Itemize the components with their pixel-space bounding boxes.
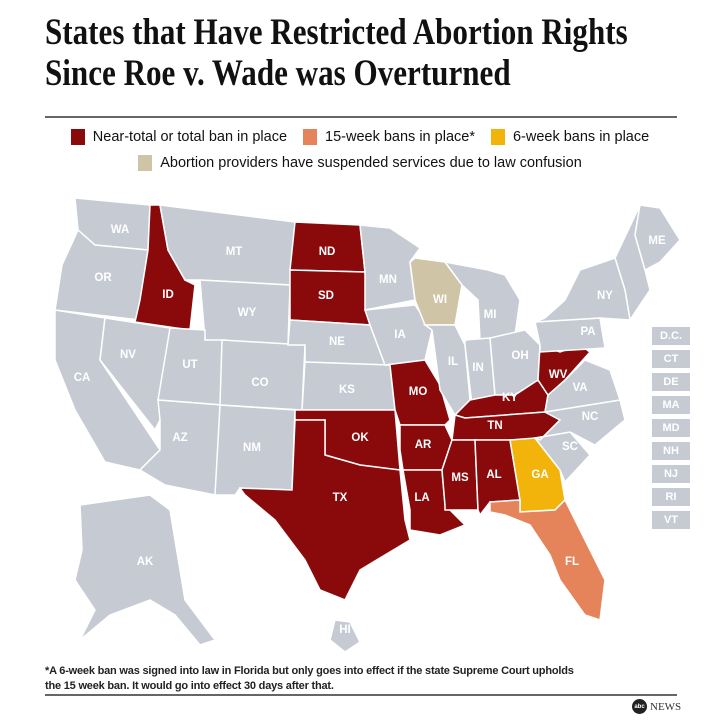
state-label: MS (451, 472, 469, 484)
small-state-box: D.C. (652, 327, 690, 345)
legend-item-suspended: Abortion providers have suspended servic… (138, 155, 582, 171)
state-co (219, 339, 306, 411)
page-title: States that Have Restricted Abortion Rig… (45, 12, 628, 94)
state-nv (99, 317, 171, 432)
state-me (634, 204, 681, 272)
state-label: MI (484, 309, 497, 321)
state-label: OK (351, 432, 369, 444)
state-label: WA (111, 224, 130, 236)
footnote: *A 6-week ban was signed into law in Flo… (45, 665, 574, 692)
state-label: CO (251, 377, 268, 389)
state-label: NC (582, 411, 599, 423)
legend-item-15-week: 15-week bans in place* (303, 129, 475, 145)
state-label: NV (120, 349, 136, 361)
state-label: TN (487, 420, 502, 432)
state-label: MT (226, 246, 243, 258)
legend-swatch (303, 129, 318, 145)
state-label: MO (409, 386, 428, 398)
state-label: AR (415, 439, 432, 451)
state-label: ID (162, 289, 174, 301)
small-state-box: VT (652, 511, 690, 529)
state-label: TX (333, 492, 348, 504)
state-nc (532, 399, 626, 446)
state-label: PA (580, 326, 595, 338)
legend-item-total: Near-total or total ban in place (70, 129, 287, 145)
legend-swatch (70, 129, 85, 145)
state-label: WI (433, 294, 447, 306)
state-label: IN (472, 362, 484, 374)
small-state-box: RI (652, 488, 690, 506)
small-states-list: D.C. CT DE MA MD NH NJ RI VT (652, 327, 690, 529)
state-label: NM (243, 442, 261, 454)
state-hi (329, 619, 361, 653)
state-label: AK (137, 556, 154, 568)
state-fl (489, 498, 606, 622)
small-state-box: DE (652, 373, 690, 391)
small-state-box: MD (652, 419, 690, 437)
state-label: NE (329, 336, 345, 348)
divider (45, 694, 677, 696)
small-state-box: MA (652, 396, 690, 414)
legend-item-6-week: 6-week bans in place (490, 129, 649, 145)
state-label: GA (531, 469, 548, 481)
legend-swatch (138, 155, 153, 171)
state-label: UT (182, 359, 197, 371)
state-label: AL (486, 469, 501, 481)
state-tx (238, 419, 411, 601)
state-label: LA (414, 492, 429, 504)
state-ny (534, 257, 631, 323)
state-label: OR (94, 272, 112, 284)
legend-swatch (490, 129, 505, 145)
state-label: KY (502, 392, 518, 404)
state-label: AZ (172, 432, 187, 444)
small-state-box: CT (652, 350, 690, 368)
state-ak (74, 494, 217, 646)
state-label: ND (319, 246, 336, 258)
small-state-box: NH (652, 442, 690, 460)
state-mt (159, 204, 296, 286)
legend-row-1: Near-total or total ban in place 15-week… (0, 129, 720, 145)
state-label: SC (562, 441, 578, 453)
state-label: MN (379, 274, 397, 286)
divider (45, 116, 677, 118)
state-label: HI (339, 624, 351, 636)
state-label: IA (394, 329, 406, 341)
state-label: IL (448, 356, 458, 368)
state-label: OH (511, 350, 528, 362)
small-state-box: NJ (652, 465, 690, 483)
abc-news-logo: abc NEWS (632, 699, 681, 714)
state-label: FL (565, 556, 579, 568)
state-label: SD (318, 290, 334, 302)
state-label: VA (572, 382, 587, 394)
state-label: CA (74, 372, 91, 384)
state-label: WV (549, 369, 568, 381)
legend-row-2: Abortion providers have suspended servic… (0, 155, 720, 171)
state-label: ME (648, 235, 666, 247)
state-label: KS (339, 384, 355, 396)
state-label: NY (597, 290, 613, 302)
state-label: WY (238, 307, 257, 319)
